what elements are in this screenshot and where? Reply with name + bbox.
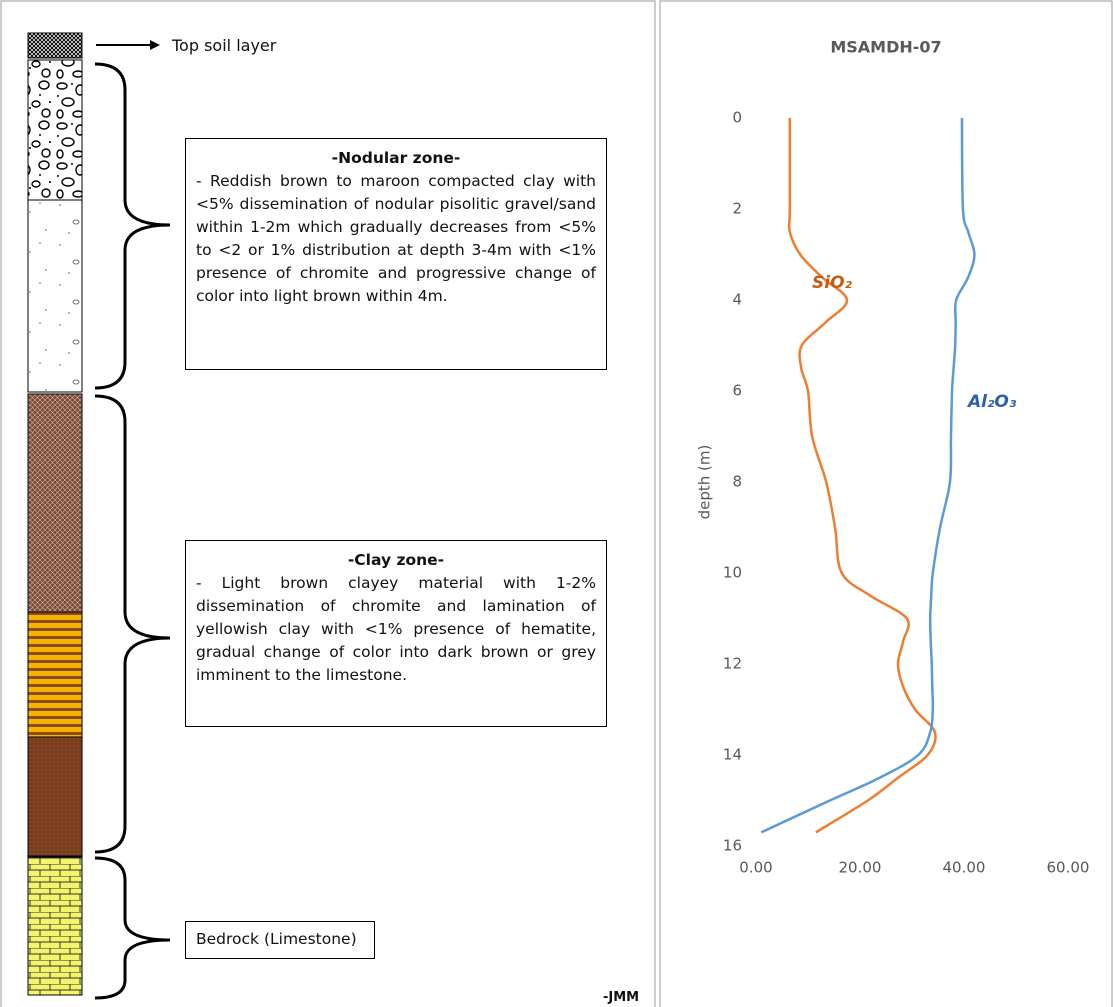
clay-layer xyxy=(27,393,83,613)
chart-title: MSAMDH-07 xyxy=(830,38,941,57)
x-tick-label: 40.00 xyxy=(943,859,986,877)
series-line xyxy=(760,117,976,834)
y-tick-label: 0 xyxy=(732,109,742,127)
y-tick-label: 10 xyxy=(723,564,742,582)
y-tick-label: 14 xyxy=(723,746,742,764)
y-tick-label: 12 xyxy=(723,655,742,673)
box-text: - Light brown clayey material with 1-2% … xyxy=(196,574,596,684)
nodular-layer xyxy=(27,59,83,201)
y-tick-label: 16 xyxy=(723,837,742,855)
nodular-box: -Nodular zone- - Reddish brown to maroon… xyxy=(185,138,607,370)
limestone-layer xyxy=(27,856,83,996)
right-panel xyxy=(659,0,1113,1007)
top-soil-layer xyxy=(27,32,83,59)
clay-box: -Clay zone- - Light brown clayey materia… xyxy=(185,540,607,727)
bedrock-box: Bedrock (Limestone) xyxy=(185,921,375,959)
signature: -JMM xyxy=(603,990,640,1005)
series-label: SiO₂ xyxy=(812,273,853,293)
series-line xyxy=(787,118,937,834)
y-tick-label: 6 xyxy=(732,382,742,400)
x-tick-label: 60.00 xyxy=(1047,859,1090,877)
y-tick-label: 2 xyxy=(732,200,742,218)
series-label: Al₂O₃ xyxy=(966,392,1017,412)
braces xyxy=(94,62,171,1000)
top-soil-label: Top soil layer xyxy=(172,36,277,55)
arrow-head xyxy=(150,40,160,50)
box-title: -Clay zone- xyxy=(347,551,445,569)
box-title: -Nodular zone- xyxy=(331,149,461,167)
left-panel xyxy=(0,0,656,1007)
y-axis-label: depth (m) xyxy=(696,445,714,520)
box-text: - Reddish brown to maroon compacted clay… xyxy=(196,172,596,305)
x-tick-label: 0.00 xyxy=(739,859,772,877)
yellow-clay-layer xyxy=(27,611,83,738)
y-tick-label: 8 xyxy=(732,473,742,491)
strat-column xyxy=(27,32,83,996)
box-text: Bedrock (Limestone) xyxy=(196,930,357,948)
dark-clay-layer xyxy=(27,736,83,857)
x-tick-label: 20.00 xyxy=(839,859,882,877)
nodular-layer-lower xyxy=(27,199,83,393)
y-tick-label: 4 xyxy=(732,291,742,309)
